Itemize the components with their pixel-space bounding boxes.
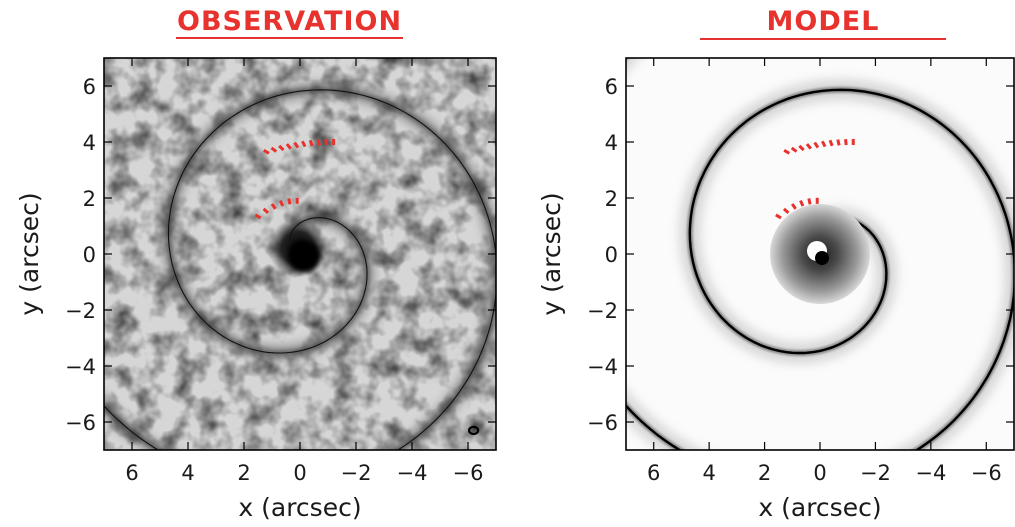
y-tick-label: 2 (605, 187, 618, 211)
marker-dash (324, 138, 328, 146)
y-axis-label: y (arcsec) (15, 192, 44, 315)
marker-dash (254, 213, 262, 220)
x-tick-label: 6 (647, 461, 660, 485)
x-tick-label: −2 (341, 461, 372, 485)
marker-dash (799, 199, 805, 207)
marker-dash (844, 138, 848, 146)
spiral-overlay-line (104, 89, 496, 450)
x-tick-label: −4 (915, 461, 946, 485)
x-tick-label: −2 (860, 461, 891, 485)
marker-dash (263, 149, 270, 155)
y-tick-label: −4 (65, 355, 96, 379)
x-axis-label: x (arcsec) (238, 493, 361, 522)
marker-dash (836, 139, 841, 146)
marker-dash (805, 143, 812, 150)
marker-dash (798, 144, 805, 152)
marker-dash (790, 146, 798, 153)
marker-dash (285, 143, 292, 150)
x-tick-label: 2 (237, 461, 250, 485)
marker-dash (783, 149, 791, 155)
x-tick-label: −6 (971, 461, 1002, 485)
marker-dash (278, 144, 285, 152)
marker-dash (262, 207, 270, 214)
y-tick-label: 0 (605, 243, 618, 267)
y-tick-label: 0 (83, 243, 96, 267)
central-core (288, 240, 320, 272)
y-tick-label: 2 (83, 187, 96, 211)
y-tick-label: −4 (587, 355, 618, 379)
y-tick-label: −2 (65, 299, 96, 323)
x-tick-label: −6 (453, 461, 484, 485)
marker-dash (308, 139, 314, 147)
model-title: MODEL (700, 6, 946, 37)
marker-dash (821, 140, 827, 148)
y-tick-label: 6 (605, 75, 618, 99)
observation-image (104, 58, 496, 450)
model-image (626, 58, 1014, 450)
marker-dash (782, 207, 790, 214)
observation-panel: 6 4 2 0 −2 −4 −6 6 4 2 0 −2 −4 −6 x (arcsec) y (arcsec) (15, 57, 497, 522)
x-tick-label: −4 (397, 461, 428, 485)
model-title-text: MODEL (766, 6, 880, 37)
observation-title-text: OBSERVATION (176, 6, 404, 39)
x-tick-label: 4 (181, 461, 194, 485)
y-tick-label: −6 (587, 411, 618, 435)
y-tick-label: 4 (83, 131, 96, 155)
x-tick-label: 0 (813, 461, 826, 485)
model-panel: 6 4 2 0 −2 −4 −6 6 4 2 0 −2 −4 −6 x (arcsec) y (arcsec) (537, 57, 1015, 522)
marker-dash (316, 139, 321, 146)
y-axis-label: y (arcsec) (537, 192, 566, 315)
marker-dash (790, 203, 797, 210)
beam-ellipse (468, 425, 480, 436)
x-tick-label: 4 (702, 461, 715, 485)
x-tick-label: 2 (758, 461, 771, 485)
y-tick-label: −2 (587, 299, 618, 323)
model-title-underline (700, 38, 946, 40)
marker-dash (293, 141, 300, 149)
central-core (815, 251, 829, 265)
marker-dash (828, 139, 834, 147)
x-tick-label: 0 (293, 461, 306, 485)
y-tick-label: −6 (65, 411, 96, 435)
marker-dash (278, 199, 285, 207)
x-tick-label: 6 (125, 461, 138, 485)
marker-dash (270, 203, 277, 210)
observation-title: OBSERVATION (176, 6, 404, 39)
y-tick-label: 4 (605, 131, 618, 155)
marker-dash (301, 140, 307, 148)
y-tick-label: 6 (83, 75, 96, 99)
x-axis-label: x (arcsec) (758, 493, 881, 522)
marker-dash (807, 198, 812, 205)
spiral-crest (626, 58, 1014, 450)
marker-dash (287, 198, 292, 205)
marker-dash (775, 213, 782, 220)
marker-dash (270, 146, 278, 153)
marker-dash (813, 141, 820, 149)
